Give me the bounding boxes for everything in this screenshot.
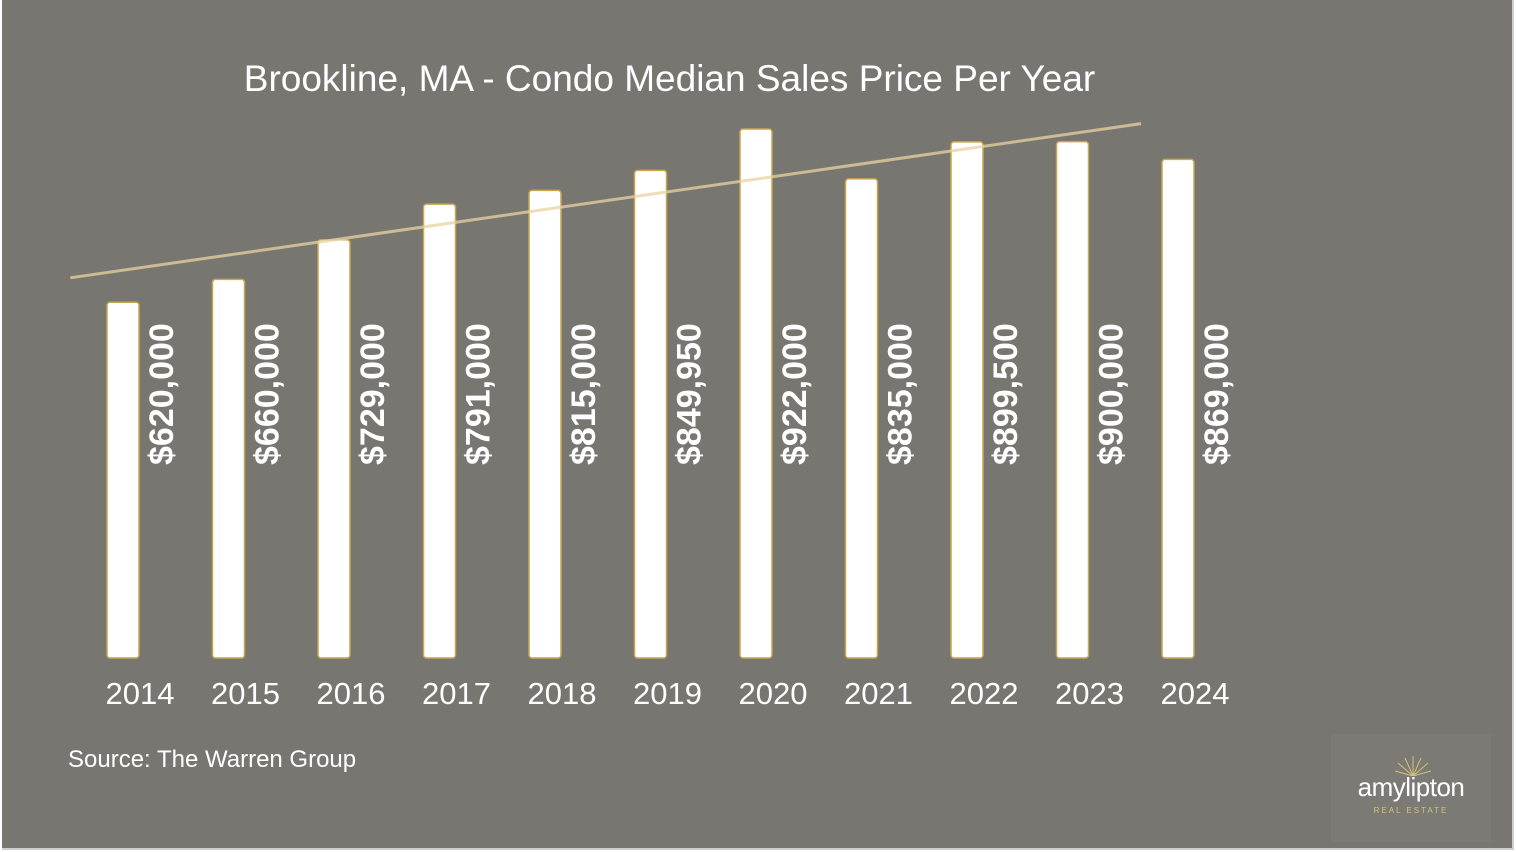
- data-label-2016: $729,000: [354, 323, 392, 465]
- bar-2018: [528, 189, 562, 659]
- bar-2024: [1161, 158, 1195, 659]
- x-tick-2024: 2024: [1161, 676, 1230, 711]
- brand-logo: amylipton REAL ESTATE: [1331, 734, 1491, 842]
- bar-2015: [211, 278, 246, 659]
- x-tick-2016: 2016: [317, 676, 386, 711]
- x-tick-2017: 2017: [422, 676, 491, 711]
- data-label-2014: $620,000: [143, 323, 181, 465]
- x-tick-2022: 2022: [950, 676, 1019, 711]
- x-tick-2020: 2020: [739, 676, 808, 711]
- data-label-2023: $900,000: [1093, 323, 1131, 465]
- logo-subtitle: REAL ESTATE: [1373, 806, 1449, 815]
- x-tick-2019: 2019: [633, 676, 702, 711]
- data-label-2018: $815,000: [565, 323, 603, 465]
- chart-title: Brookline, MA - Condo Median Sales Price…: [243, 58, 1096, 99]
- x-tick-2018: 2018: [528, 676, 597, 711]
- data-label-2024: $869,000: [1198, 323, 1236, 465]
- x-tick-2023: 2023: [1055, 676, 1124, 711]
- bar-2017: [422, 203, 457, 659]
- data-label-2022: $899,500: [987, 323, 1025, 465]
- bar-2021: [844, 178, 879, 659]
- bar-2023: [1055, 140, 1090, 659]
- source-note: Source: The Warren Group: [68, 746, 357, 773]
- data-label-2015: $660,000: [249, 323, 287, 465]
- x-tick-2014: 2014: [106, 676, 175, 711]
- x-tick-2015: 2015: [211, 676, 280, 711]
- bar-2019: [633, 169, 668, 659]
- trendline: [70, 122, 1142, 280]
- bar-2014: [106, 301, 140, 659]
- bar-2016: [317, 238, 351, 659]
- data-label-2019: $849,950: [671, 323, 709, 465]
- bar-2020: [739, 128, 773, 659]
- logo-name: amylipton: [1357, 772, 1465, 802]
- x-tick-2021: 2021: [844, 676, 913, 711]
- data-label-2017: $791,000: [460, 323, 498, 465]
- sunburst-icon: [1394, 756, 1432, 776]
- bar-2022: [950, 141, 984, 659]
- data-label-2021: $835,000: [882, 323, 920, 465]
- data-label-2020: $922,000: [776, 323, 814, 465]
